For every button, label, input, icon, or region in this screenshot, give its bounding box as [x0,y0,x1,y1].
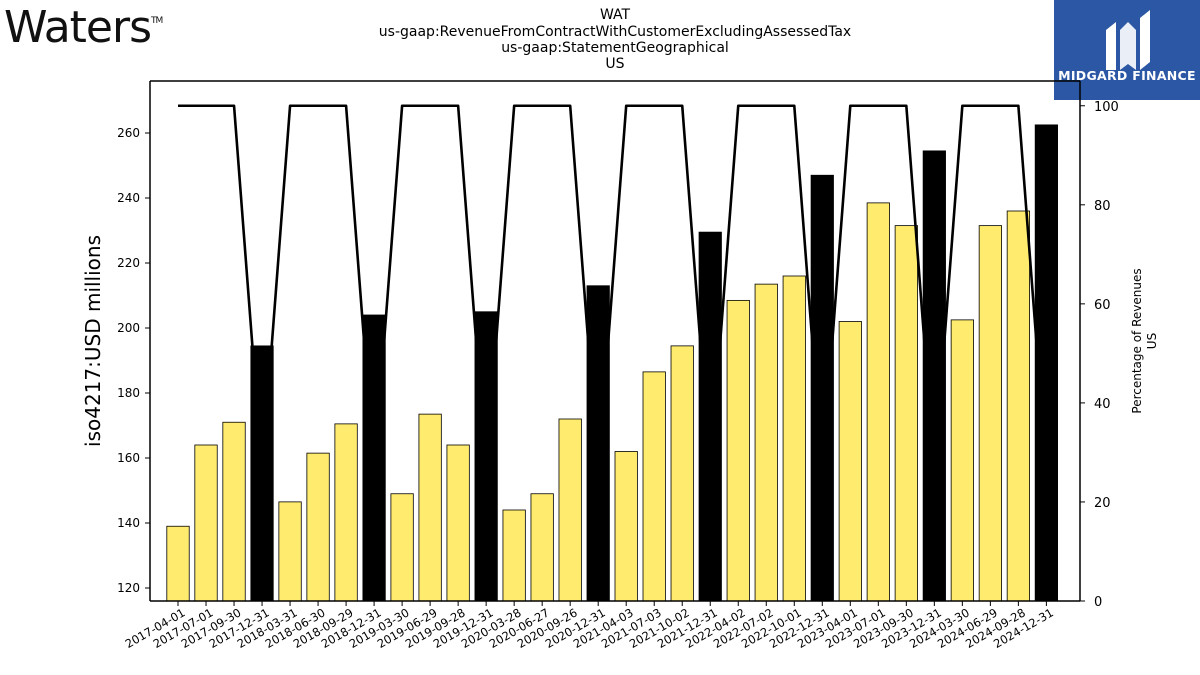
us-percentage-line [178,104,1048,474]
bar-2020-12-31 [586,285,610,602]
bar-2024-03-30 [950,319,974,602]
midgard-emblem-icon [1106,10,1150,70]
y-tick-label-240: 240 [117,191,140,205]
chart-title-axis: us-gaap:StatementGeographical [501,40,729,56]
y2-tick-label-80: 80 [1094,199,1111,214]
chart-title-member: US [605,56,625,72]
waters-logo: WatersTM [4,2,163,53]
bar-2019-06-29 [418,413,442,602]
bar-2023-04-01 [838,321,862,602]
bar-2019-09-28 [446,444,470,602]
y2-tick-label-100: 100 [1094,100,1119,115]
bar-2021-10-02 [670,345,694,602]
bar-2023-07-01 [866,202,890,602]
chart-title-concept: us-gaap:RevenueFromContractWithCustomerE… [378,24,852,40]
y-axis-label: iso4217:USD millions [81,235,105,447]
waters-logo-text: Waters [4,2,152,53]
waters-trademark: TM [151,16,163,26]
y-tick-label-160: 160 [117,451,140,465]
bar-2021-12-31 [698,231,722,602]
midgard-logo-label: MIDGARD FINANCE [1058,68,1196,83]
y2-tick-label-40: 40 [1094,397,1111,412]
y-tick-label-140: 140 [117,516,140,530]
bar-2024-09-28 [1006,210,1030,602]
y-tick-label-120: 120 [117,581,140,595]
bar-2022-07-02 [754,283,778,602]
y-tick-label-220: 220 [117,256,140,270]
bar-2021-04-03 [614,451,638,602]
y-tick-label-260: 260 [117,126,140,140]
y-tick-label-180: 180 [117,386,140,400]
y2-axis-label-line2: US [1145,333,1159,349]
bar-2018-03-31 [278,501,302,602]
bar-2017-07-01 [194,444,218,602]
chart-title-ticker: WAT [599,7,631,23]
y-tick-label-200: 200 [117,321,140,335]
bar-2020-03-28 [502,509,526,602]
bar-2020-09-26 [558,418,582,602]
bar-2022-04-02 [726,299,750,602]
y2-tick-label-60: 60 [1094,298,1111,313]
bar-2022-12-31 [810,174,834,602]
bar-2017-04-01 [166,525,190,602]
bar-2017-09-30 [222,421,246,602]
bar-2019-03-30 [390,493,414,602]
bar-2018-06-30 [306,452,330,602]
bar-2023-09-30 [894,225,918,602]
bar-2022-10-01 [782,275,806,602]
y2-tick-label-0: 0 [1094,595,1102,610]
bar-2020-06-27 [530,493,554,602]
bar-2018-09-29 [334,423,358,602]
bar-2024-06-29 [978,225,1002,602]
bar-2021-07-03 [642,371,666,602]
y2-axis-label-line1: Percentage of Revenues [1130,268,1144,413]
y2-tick-label-20: 20 [1094,496,1111,511]
midgard-finance-logo: MIDGARD FINANCE [1054,0,1200,100]
